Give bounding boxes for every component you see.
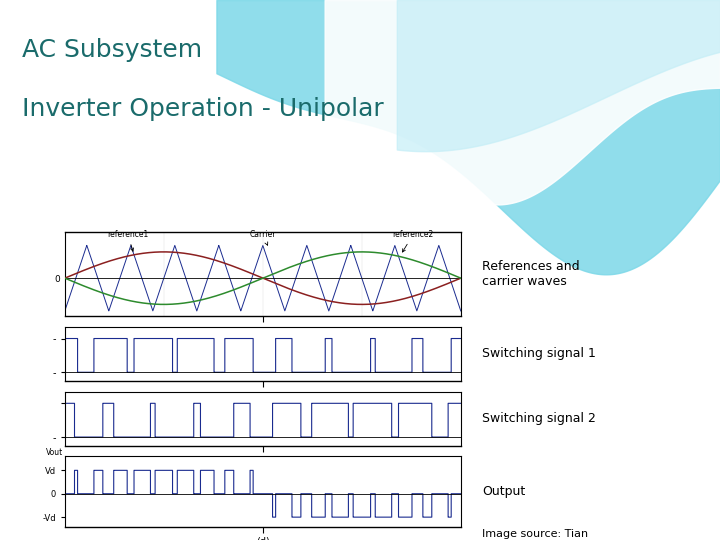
Text: AC Subsystem: AC Subsystem [22, 38, 202, 62]
Text: Output: Output [482, 485, 526, 498]
Text: Switching signal 2: Switching signal 2 [482, 412, 596, 425]
Text: Carrier: Carrier [250, 230, 276, 245]
Text: Switching signal 1: Switching signal 1 [482, 347, 596, 360]
Text: reference1: reference1 [107, 230, 148, 251]
Text: Inverter Operation - Unipolar: Inverter Operation - Unipolar [22, 97, 383, 121]
Text: Image source: Tian: Image source: Tian [482, 529, 588, 539]
Text: reference2: reference2 [392, 230, 433, 252]
Text: Vout: Vout [46, 448, 63, 457]
Text: References and
carrier waves: References and carrier waves [482, 260, 580, 288]
